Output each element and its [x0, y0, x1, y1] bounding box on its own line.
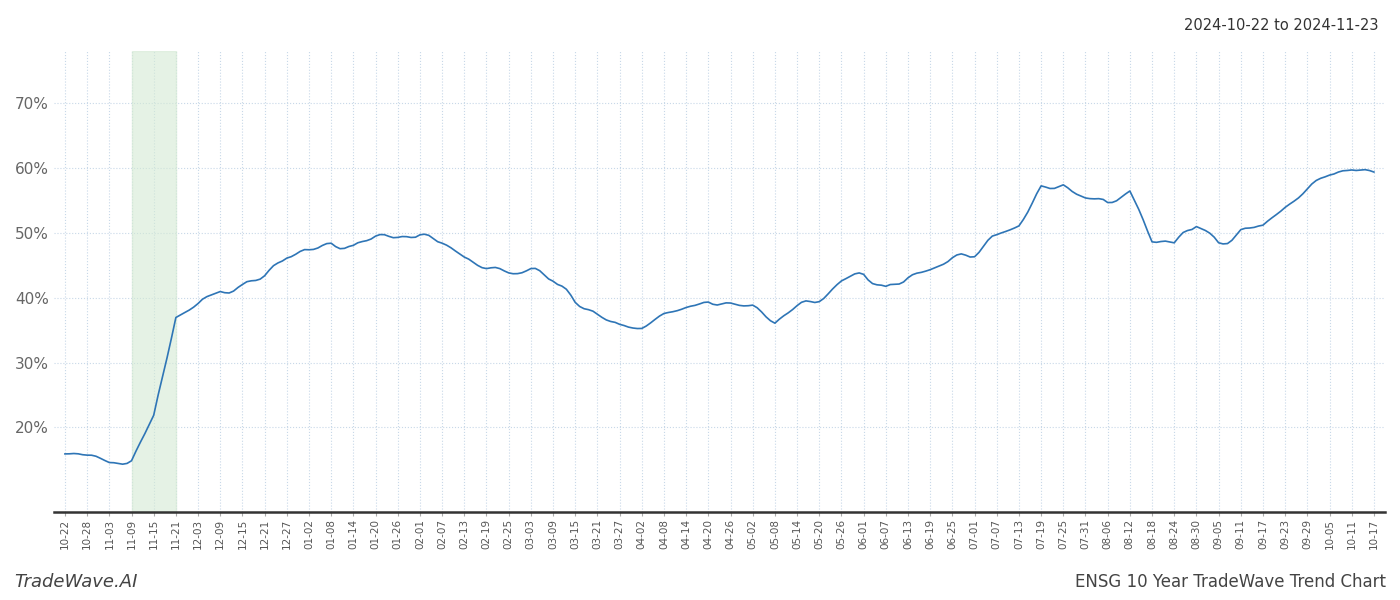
- Bar: [132, 51, 176, 512]
- Text: 2024-10-22 to 2024-11-23: 2024-10-22 to 2024-11-23: [1184, 18, 1379, 33]
- Text: TradeWave.AI: TradeWave.AI: [14, 573, 137, 591]
- Text: ENSG 10 Year TradeWave Trend Chart: ENSG 10 Year TradeWave Trend Chart: [1075, 573, 1386, 591]
